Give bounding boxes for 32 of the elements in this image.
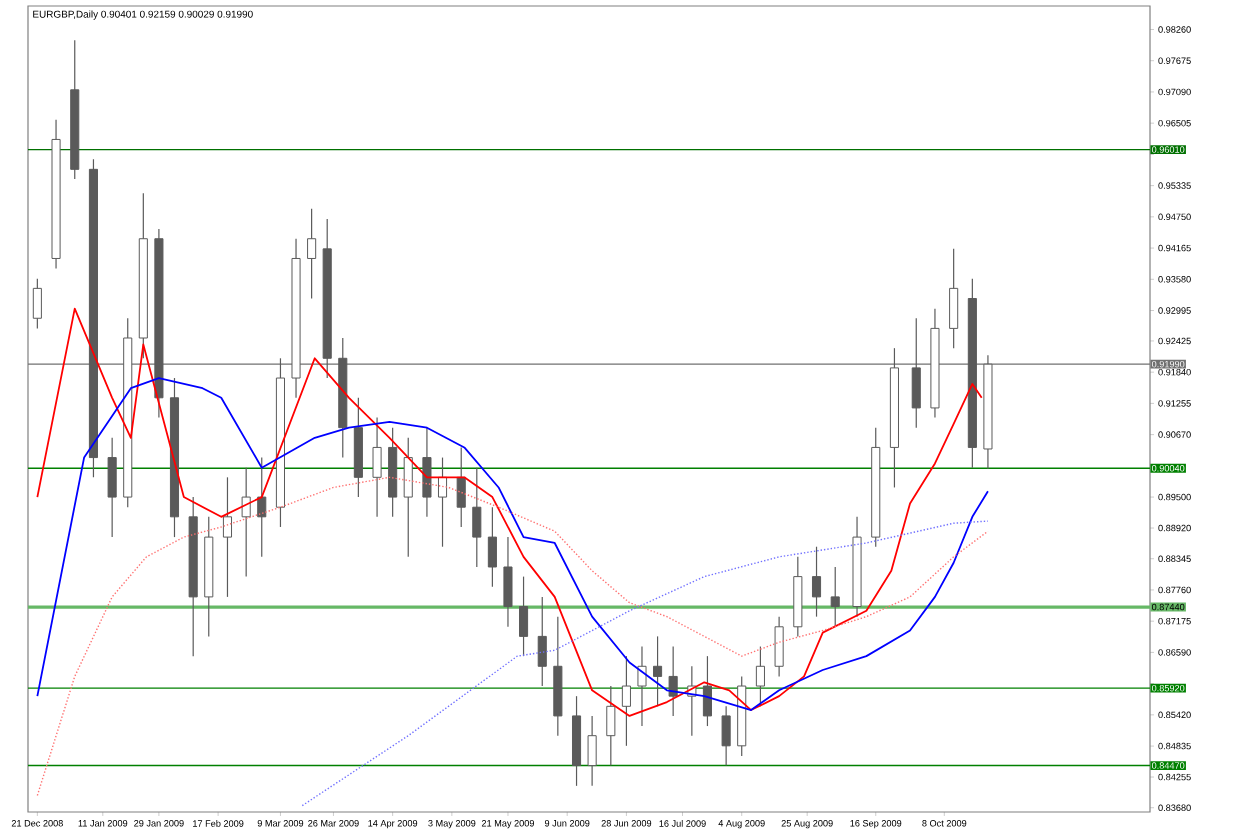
- candlestick: [537, 596, 547, 687]
- candlestick: [755, 645, 765, 707]
- candlestick: [503, 536, 513, 628]
- candlestick: [606, 685, 616, 767]
- candlestick: [637, 645, 647, 727]
- candlestick: [774, 616, 784, 678]
- candlestick: [372, 416, 382, 518]
- candlestick: [403, 437, 413, 558]
- candlestick: [587, 715, 597, 787]
- candlestick: [222, 476, 233, 598]
- candlestick: [721, 705, 731, 767]
- candlestick: [107, 437, 117, 538]
- candlestick: [911, 317, 921, 429]
- candlestick: [949, 248, 959, 349]
- candlestick: [621, 655, 631, 747]
- candlestick: [811, 546, 822, 618]
- line-series: [301, 520, 989, 807]
- line-series: [36, 307, 983, 717]
- candlestick: [472, 467, 482, 568]
- candlestick: [487, 506, 497, 588]
- candlestick: [702, 655, 712, 727]
- candlestick: [241, 467, 251, 578]
- candlestick: [456, 446, 466, 528]
- candlestick: [668, 645, 678, 717]
- candlestick: [307, 208, 317, 300]
- candlestick: [422, 427, 432, 518]
- candlestick: [519, 576, 529, 657]
- candlestick: [32, 278, 42, 329]
- candlestick: [437, 456, 448, 548]
- candlestick: [830, 566, 840, 628]
- candlestick: [257, 456, 267, 558]
- candlestick: [653, 635, 663, 707]
